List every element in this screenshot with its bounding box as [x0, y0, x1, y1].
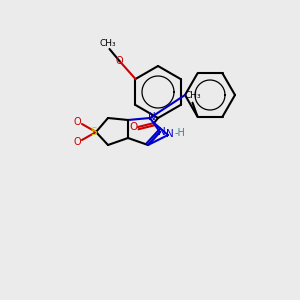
Text: O: O: [73, 117, 81, 127]
Text: S: S: [91, 127, 97, 137]
Text: N: N: [166, 129, 174, 139]
Text: N: N: [158, 127, 166, 137]
Text: O: O: [73, 137, 81, 147]
Text: O: O: [129, 122, 137, 132]
Text: CH₃: CH₃: [99, 40, 116, 49]
Text: CH₃: CH₃: [184, 91, 201, 100]
Text: -H: -H: [175, 128, 185, 138]
Text: O: O: [116, 56, 123, 66]
Text: N: N: [148, 112, 156, 122]
